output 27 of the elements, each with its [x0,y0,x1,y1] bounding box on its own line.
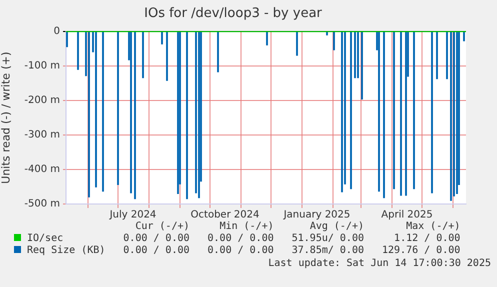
x-tick-label: October 2024 [190,210,260,221]
text: 0.00 / 0.00 [206,245,274,257]
text: 37.85m/ 0.00 [290,245,364,257]
text: 0.00 / 0.00 [122,233,190,245]
text: Cur (-/+) [134,221,190,233]
x-tick-label: January 2025 [282,210,350,221]
y-tick-label: 0 [54,26,60,38]
text: 0.00 / 0.00 [206,233,274,245]
legend-label: IO/sec [26,233,64,245]
text: Avg (-/+) [308,221,364,233]
x-tick-label: April 2025 [381,210,433,221]
text: 0.00 / 0.00 [122,245,190,257]
y-axis-title: Units read (-) / write (+) [0,52,12,184]
text: 129.76 / 0.00 [381,245,460,257]
y-tick-label: -400 m [24,164,60,176]
y-tick-label: -300 m [24,130,60,141]
text: Max (-/+) [405,221,460,233]
text: Last update: Sat Jun 14 17:00:30 2025 [268,258,491,269]
x-tick-label: July 2024 [108,210,156,221]
y-tick-label: -500 m [24,198,60,210]
text: 1.12 / 0.00 [393,233,460,245]
chart-title: IOs for /dev/loop3 - by year [144,6,323,22]
legend-label: Req Size (KB) [26,245,106,257]
y-tick-label: -200 m [24,95,60,106]
text: Min (-/+) [218,221,274,233]
text: 51.95u/ 0.00 [290,233,364,245]
y-tick-label: -100 m [24,60,60,72]
